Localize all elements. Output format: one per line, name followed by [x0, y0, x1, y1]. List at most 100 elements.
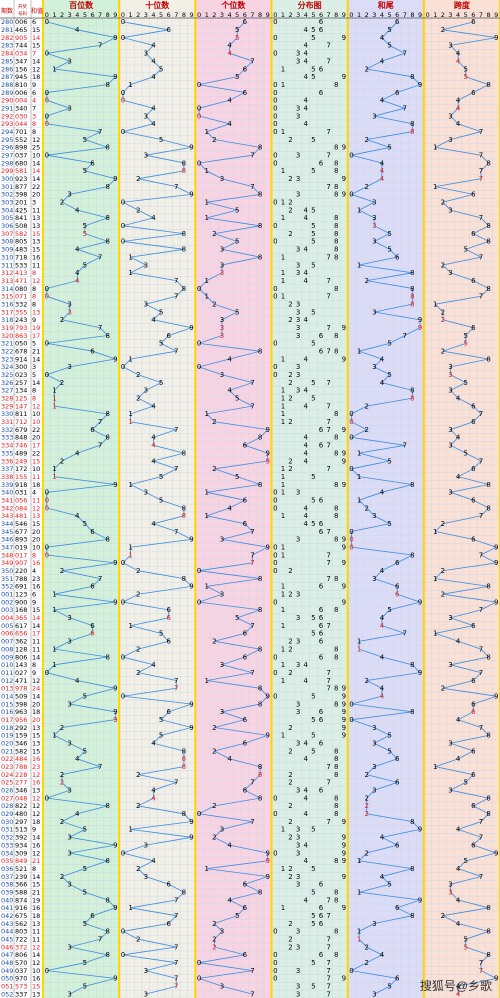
sum-cell: 14 — [32, 873, 40, 881]
issue-cell: 042 — [1, 912, 13, 920]
digit-mark-1: 3 — [144, 841, 148, 849]
issue-cell: 041 — [1, 904, 13, 912]
sum-cell: 15 — [32, 881, 40, 889]
number-cell: 037 — [15, 152, 27, 160]
header-digit: 2 — [212, 11, 216, 19]
digit-mark-0: 4 — [75, 677, 80, 685]
digit-mark-2: 2 — [212, 802, 216, 810]
header-digit: 4 — [151, 11, 155, 19]
issue-cell: 022 — [1, 755, 13, 763]
tail-mark: 9 — [418, 896, 422, 904]
issue-cell: 003 — [1, 606, 13, 614]
tail-mark: 6 — [395, 841, 400, 849]
tail-mark: 2 — [364, 849, 368, 857]
header-section-5: 跨度 — [454, 0, 471, 10]
digit-mark-2: 3 — [220, 261, 224, 269]
digit-mark-1: 8 — [182, 230, 186, 238]
digit-mark-0: 5 — [83, 520, 87, 528]
distribution-mark: 4 — [304, 755, 309, 763]
digit-mark-0: 9 — [113, 708, 117, 716]
distribution-mark: 7 — [326, 912, 330, 920]
span-mark: 3 — [448, 614, 452, 622]
digit-mark-1: 4 — [151, 316, 156, 324]
header-number-2: 号码 — [18, 10, 27, 17]
distribution-mark: 2 — [288, 175, 292, 183]
header-digit: 5 — [311, 11, 315, 19]
sum-cell: 3 — [32, 199, 36, 207]
span-mark: 6 — [471, 191, 476, 199]
tail-mark: 7 — [403, 630, 407, 638]
number-cell: 484 — [15, 755, 27, 763]
span-mark: 5 — [463, 936, 467, 944]
distribution-mark: 6 — [319, 716, 324, 724]
distribution-mark: 0 — [273, 849, 277, 857]
tail-mark: 3 — [372, 763, 376, 771]
number-cell: 691 — [15, 583, 27, 591]
digit-mark-2: 0 — [197, 112, 201, 120]
number-cell: 508 — [15, 222, 27, 230]
distribution-mark: 7 — [326, 528, 330, 536]
distribution-mark: 1 — [281, 481, 285, 489]
distribution-mark: 6 — [319, 638, 324, 646]
issue-cell: 284 — [1, 50, 13, 58]
tail-mark: 7 — [403, 332, 407, 340]
issue-cell: 008 — [1, 645, 13, 653]
distribution-mark: 5 — [311, 912, 315, 920]
header-digit: 7 — [479, 11, 483, 19]
number-cell: 297 — [15, 818, 27, 826]
distribution-mark: 5 — [311, 238, 315, 246]
distribution-mark: 0 — [273, 159, 277, 167]
span-mark: 6 — [471, 841, 476, 849]
distribution-mark: 7 — [326, 559, 330, 567]
tail-mark: 8 — [410, 708, 414, 716]
issue-cell: 351 — [1, 575, 13, 583]
digit-mark-0: 5 — [83, 230, 87, 238]
sum-cell: 13 — [32, 512, 40, 520]
distribution-mark: 5 — [311, 167, 315, 175]
tail-mark: 3 — [372, 363, 376, 371]
distribution-mark: 6 — [319, 520, 324, 528]
tail-mark: 5 — [387, 246, 391, 254]
digit-mark-1: 1 — [128, 904, 132, 912]
distribution-mark: 9 — [342, 426, 346, 434]
distribution-mark: 8 — [334, 747, 338, 755]
tail-mark: 0 — [349, 544, 353, 552]
tail-mark: 2 — [364, 426, 368, 434]
tail-mark: 5 — [387, 732, 391, 740]
digit-mark-0: 8 — [106, 214, 110, 222]
sum-cell: 16 — [32, 559, 40, 567]
issue-cell: 017 — [1, 716, 13, 724]
digit-mark-0: 8 — [106, 81, 110, 89]
span-mark: 6 — [471, 536, 476, 544]
tail-mark: 3 — [372, 740, 376, 748]
span-mark: 3 — [448, 740, 452, 748]
distribution-mark: 3 — [296, 308, 300, 316]
distribution-mark: 8 — [334, 645, 338, 653]
distribution-mark: 2 — [288, 379, 292, 387]
digit-mark-0: 3 — [67, 308, 71, 316]
span-mark: 8 — [486, 794, 490, 802]
number-cell: 398 — [15, 191, 27, 199]
digit-mark-0: 3 — [67, 881, 71, 889]
digit-mark-0: 5 — [83, 167, 87, 175]
trend-line-5 — [433, 21, 498, 995]
digit-mark-1: 8 — [182, 747, 186, 755]
digit-mark-0: 5 — [83, 747, 87, 755]
distribution-mark: 7 — [326, 896, 330, 904]
distribution-mark: 2 — [288, 779, 292, 787]
tail-mark: 8 — [410, 285, 414, 293]
digit-mark-0: 3 — [67, 834, 71, 842]
issue-cell: 318 — [1, 316, 13, 324]
distribution-mark: 2 — [288, 724, 292, 732]
span-mark: 4 — [456, 120, 461, 128]
digit-mark-0: 8 — [106, 536, 110, 544]
tail-mark: 4 — [380, 167, 385, 175]
distribution-mark: 1 — [281, 677, 285, 685]
issue-cell: 029 — [1, 810, 13, 818]
sum-cell: 8 — [32, 387, 36, 395]
digit-mark-0: 9 — [113, 355, 117, 363]
digit-mark-2: 8 — [258, 434, 262, 442]
digit-mark-1: 0 — [121, 199, 125, 207]
digit-mark-0: 9 — [113, 716, 117, 724]
number-cell: 392 — [15, 834, 27, 842]
